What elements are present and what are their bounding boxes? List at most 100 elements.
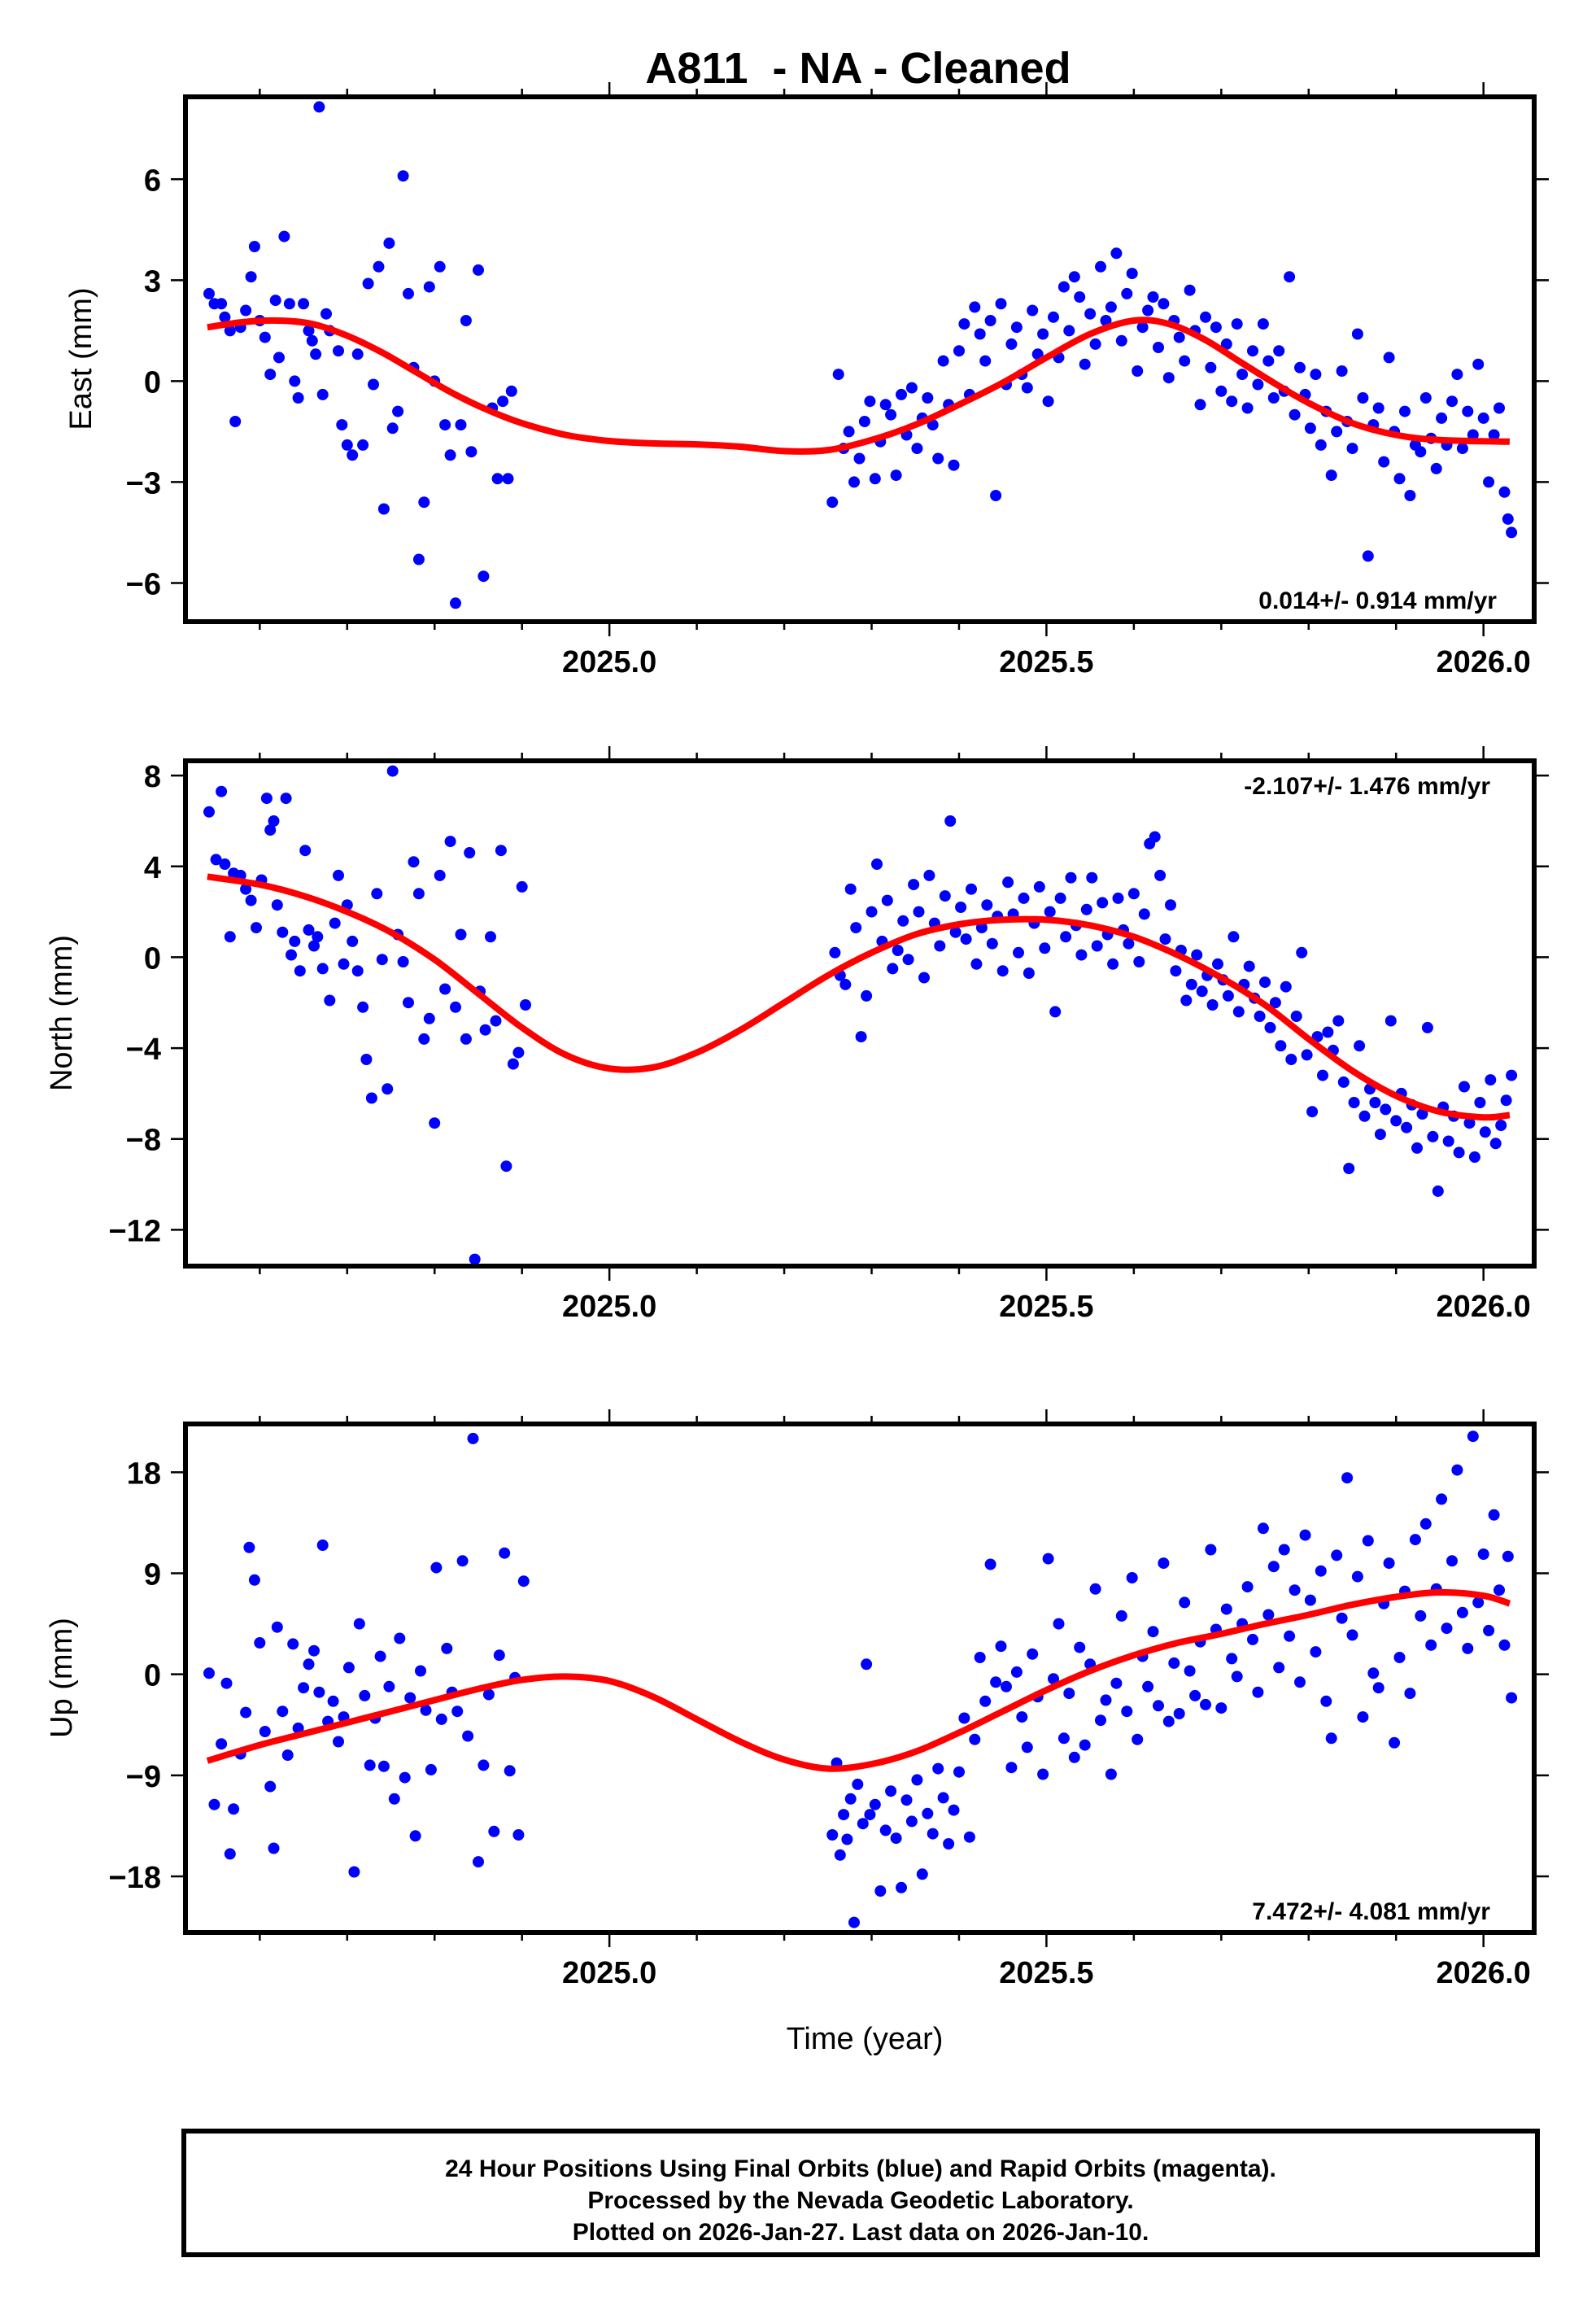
data-point <box>386 765 399 777</box>
data-point <box>866 906 878 918</box>
data-point <box>1033 880 1045 893</box>
data-point <box>429 1117 441 1129</box>
data-point <box>289 375 301 387</box>
y-tick-label: −4 <box>126 1033 161 1067</box>
data-point <box>1415 446 1427 458</box>
data-point <box>505 385 517 397</box>
data-point <box>857 1818 869 1830</box>
data-point <box>273 352 285 364</box>
data-point <box>1389 1736 1401 1749</box>
data-point <box>1018 892 1030 904</box>
data-point <box>357 1001 369 1013</box>
data-point <box>1159 933 1171 946</box>
data-point <box>1121 1705 1133 1718</box>
data-point <box>1021 1741 1033 1754</box>
data-point <box>392 405 404 417</box>
data-point <box>948 1804 960 1816</box>
data-point <box>897 915 909 927</box>
data-point <box>245 894 257 906</box>
data-point <box>1210 321 1222 334</box>
data-point <box>208 1798 220 1810</box>
data-point <box>434 260 446 273</box>
data-point <box>1054 892 1066 904</box>
data-point <box>1126 268 1138 280</box>
data-point <box>1105 301 1117 313</box>
data-point <box>1074 291 1086 303</box>
data-point <box>360 1054 373 1065</box>
data-point <box>1037 1768 1049 1780</box>
up-plot-frame <box>183 1422 1537 1935</box>
data-point <box>1421 1021 1433 1033</box>
data-point <box>1289 1584 1301 1596</box>
data-point <box>848 1916 860 1928</box>
data-point <box>1278 1544 1290 1556</box>
data-point <box>1474 1097 1486 1108</box>
y-tick-label: −9 <box>126 1760 161 1794</box>
data-point <box>351 348 364 360</box>
data-point <box>969 1733 981 1745</box>
data-point <box>259 331 271 343</box>
data-point <box>1053 1618 1065 1630</box>
data-point <box>981 899 993 911</box>
data-point <box>240 1706 252 1719</box>
data-point <box>1332 1015 1345 1027</box>
data-point <box>374 1650 386 1662</box>
east-fit-curve <box>207 317 1510 455</box>
data-point <box>918 972 930 984</box>
data-point <box>1367 1667 1380 1679</box>
data-point <box>298 1682 310 1694</box>
data-point <box>1336 1612 1348 1624</box>
data-point <box>377 1760 390 1772</box>
data-point <box>958 318 970 330</box>
data-point <box>479 1024 491 1036</box>
data-point <box>269 295 281 307</box>
data-point <box>829 946 841 959</box>
data-point <box>512 1046 525 1059</box>
data-point <box>488 1825 500 1837</box>
data-point <box>1205 361 1217 373</box>
data-point <box>844 1793 857 1805</box>
data-point <box>1354 1040 1366 1052</box>
data-point <box>216 1738 228 1750</box>
data-point <box>1369 1097 1381 1108</box>
x-tick-label: 2025.0 <box>562 645 656 679</box>
data-point <box>264 824 277 836</box>
data-point <box>210 854 222 866</box>
data-point <box>1451 1464 1463 1476</box>
data-point <box>418 496 430 509</box>
data-point <box>995 1640 1007 1653</box>
data-point <box>1097 897 1109 909</box>
data-point <box>347 935 359 947</box>
up-rate-label: 7.472+/- 4.081 mm/yr <box>1252 1898 1490 1925</box>
data-point <box>1459 1081 1470 1093</box>
data-point <box>843 426 855 438</box>
data-point <box>1162 1715 1175 1727</box>
data-point <box>287 1638 299 1650</box>
y-tick-label: 18 <box>127 1457 161 1491</box>
data-point <box>1442 1135 1454 1147</box>
x-tick-label: 2025.5 <box>999 1956 1093 1990</box>
data-point <box>984 315 996 326</box>
data-point <box>896 388 907 400</box>
data-point <box>399 1771 411 1784</box>
data-point <box>1200 1698 1211 1710</box>
data-point <box>1341 1472 1354 1484</box>
data-point <box>504 1765 516 1777</box>
data-point <box>1320 1695 1332 1707</box>
data-point <box>316 963 329 975</box>
data-point <box>386 422 399 435</box>
data-point <box>1048 1673 1059 1685</box>
data-point <box>450 597 461 609</box>
data-point <box>1173 331 1185 343</box>
data-point <box>1215 1702 1228 1714</box>
data-point <box>1149 831 1161 843</box>
data-point <box>1184 284 1196 296</box>
data-point <box>357 439 369 451</box>
data-point <box>908 879 920 891</box>
data-point <box>1331 1549 1343 1561</box>
data-point <box>1089 1583 1101 1595</box>
data-point <box>1425 1639 1437 1651</box>
data-point <box>858 416 870 427</box>
data-point <box>1401 1121 1413 1133</box>
